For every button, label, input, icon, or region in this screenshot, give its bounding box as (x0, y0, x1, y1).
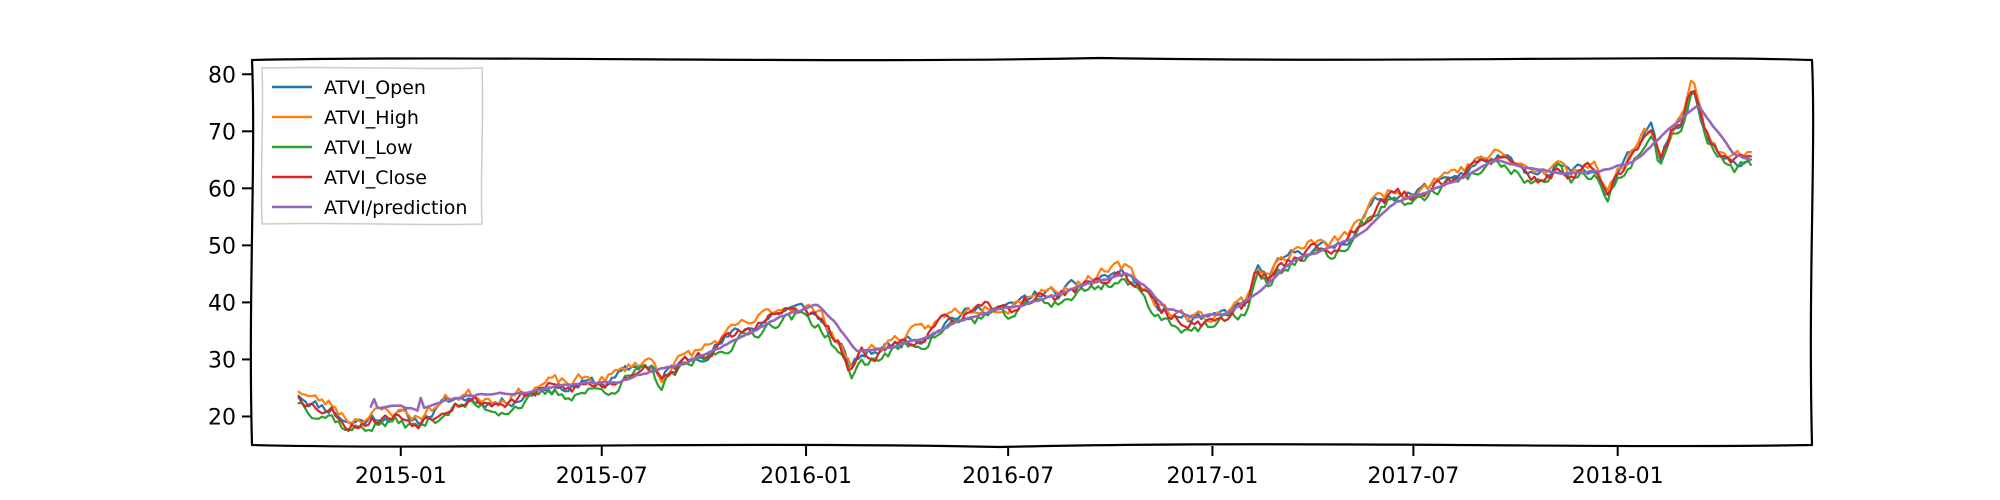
legend-items: ATVI_Open ATVI_High ATVI_Low ATVI_Close ATVI… (272, 77, 467, 219)
x-tick-label: 2016-01 (760, 464, 852, 489)
x-axis: 2015-01 2015-07 2016-01 2016-07 2017-01 2017-… (355, 446, 1664, 489)
y-tick-label: 80 (208, 63, 236, 88)
legend-label: ATVI_Open (324, 77, 426, 99)
legend-frame (260, 66, 484, 226)
legend-label: ATVI_Low (324, 137, 413, 159)
y-axis: 20 30 40 50 60 70 80 (208, 63, 252, 430)
y-tick-label: 70 (208, 120, 236, 145)
y-tick-label: 20 (208, 405, 236, 430)
series-atvi-close (297, 89, 1752, 433)
legend-label: ATVI/prediction (324, 197, 467, 219)
y-tick-label: 50 (208, 234, 236, 259)
x-tick-label: 2017-01 (1166, 464, 1258, 489)
y-tick-label: 60 (208, 177, 236, 202)
series-layer (297, 79, 1752, 433)
series-atvi-prediction (369, 105, 1752, 412)
x-tick-label: 2015-07 (556, 464, 648, 489)
x-tick-label: 2017-07 (1367, 464, 1459, 489)
legend-label: ATVI_Close (324, 167, 427, 189)
legend-label: ATVI_High (324, 107, 419, 129)
y-tick-label: 30 (208, 348, 236, 373)
legend: ATVI_Open ATVI_High ATVI_Low ATVI_Close ATVI… (260, 66, 484, 226)
axes-frame (249, 56, 1815, 449)
series-atvi-low (297, 91, 1752, 432)
x-tick-label: 2015-01 (355, 464, 447, 489)
y-tick-label: 40 (208, 291, 236, 316)
x-tick-label: 2016-07 (962, 464, 1054, 489)
x-tick-label: 2018-01 (1572, 464, 1664, 489)
